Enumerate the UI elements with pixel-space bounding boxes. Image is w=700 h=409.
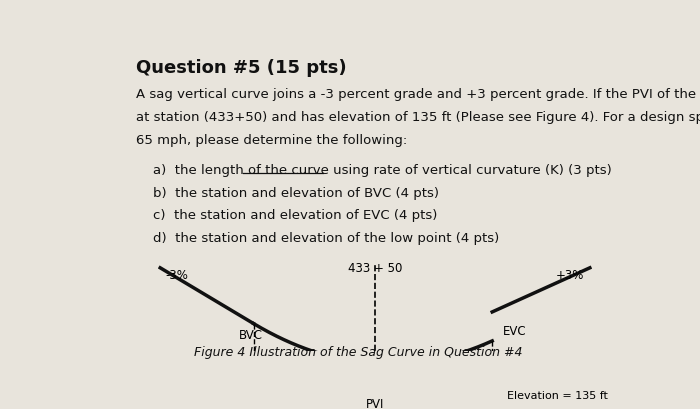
Text: Figure 4 Illustration of the Sag Curve in Question #4: Figure 4 Illustration of the Sag Curve i… — [195, 346, 523, 359]
Text: Question #5 (15 pts): Question #5 (15 pts) — [136, 58, 347, 76]
Text: b)  the station and elevation of BVC (4 pts): b) the station and elevation of BVC (4 p… — [153, 187, 439, 200]
Text: c)  the station and elevation of EVC (4 pts): c) the station and elevation of EVC (4 p… — [153, 209, 437, 222]
Text: d)  the station and elevation of the low point (4 pts): d) the station and elevation of the low … — [153, 232, 499, 245]
Text: A sag vertical curve joins a -3 percent grade and +3 percent grade. If the PVI o: A sag vertical curve joins a -3 percent … — [136, 88, 700, 101]
Text: a)  the length of the curve using rate of vertical curvature (K) (3 pts): a) the length of the curve using rate of… — [153, 164, 611, 177]
Text: 65 mph, please determine the following:: 65 mph, please determine the following: — [136, 135, 407, 147]
Text: at station (433+50) and has elevation of 135 ft (Please see Figure 4). For a des: at station (433+50) and has elevation of… — [136, 111, 700, 124]
